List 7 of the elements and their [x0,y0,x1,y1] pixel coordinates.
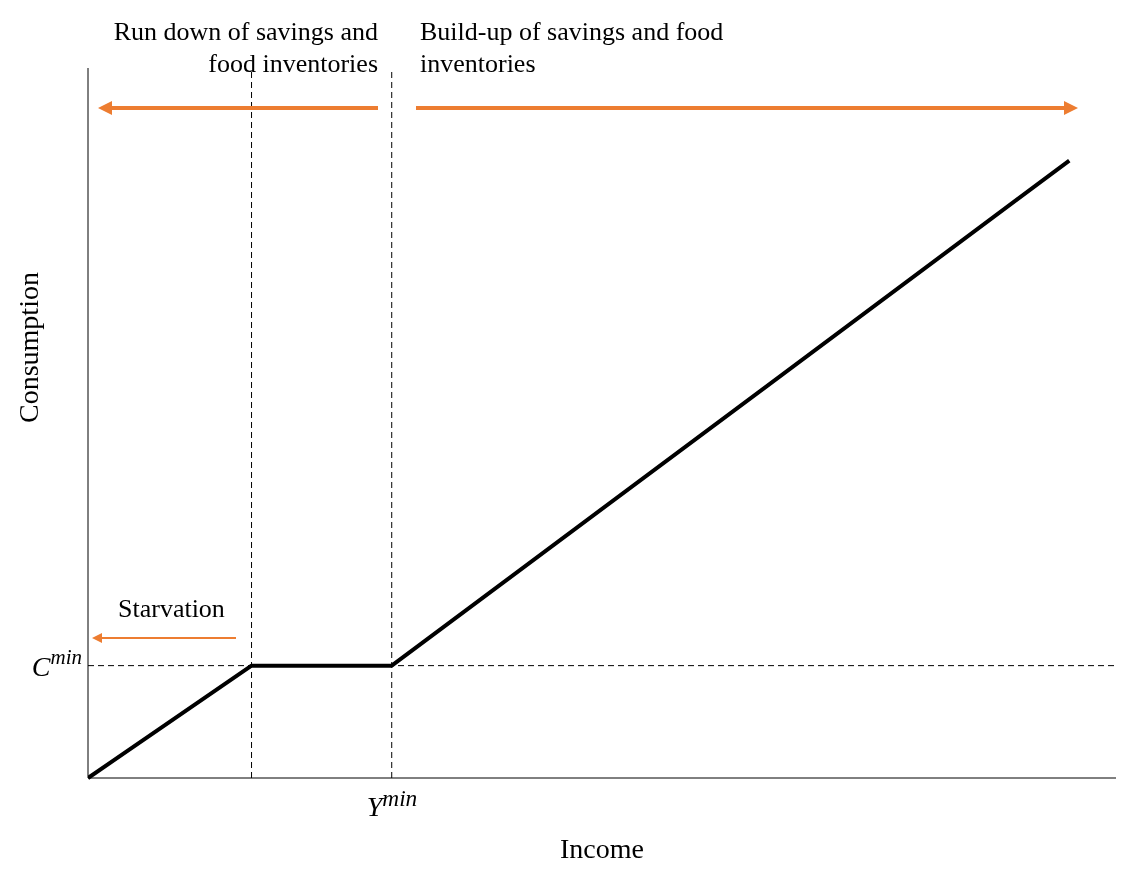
text: Build-up of savings and food inventories [420,16,725,80]
ref-line-label: C$^{min}$ [31,644,82,682]
y-axis-title: Consumption [12,272,44,423]
text: Run down of savings and food inventories [112,16,378,80]
annotation: Starvation [118,593,226,625]
text: Y$^{min}$ [365,784,419,824]
x-axis-title: Income [560,833,644,864]
